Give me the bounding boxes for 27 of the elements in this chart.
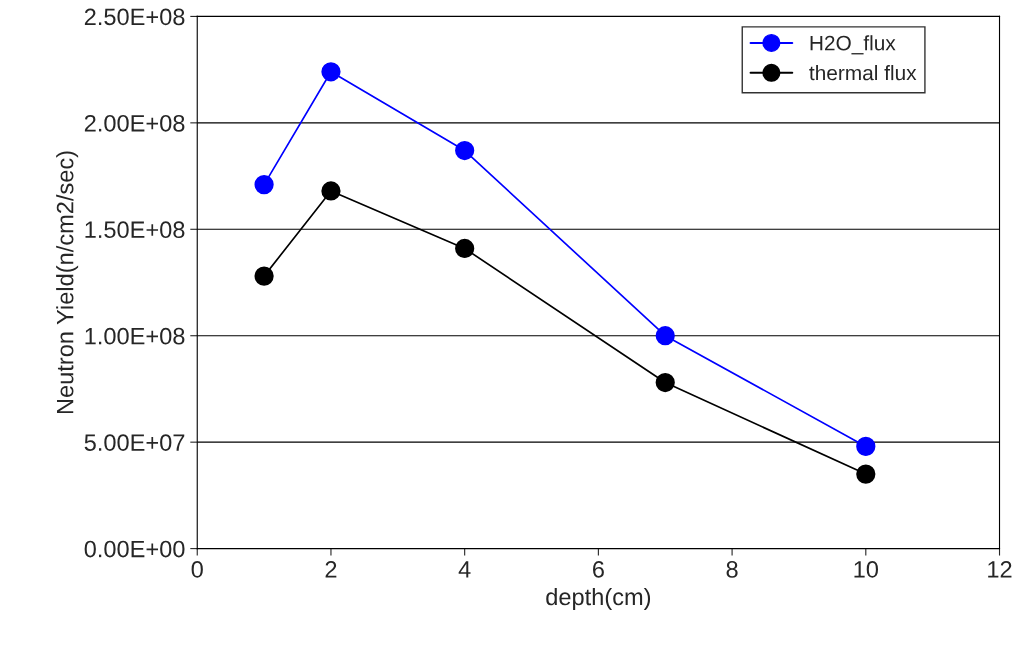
point [655,372,675,393]
point [254,266,274,286]
y-tick-label: 1.00E+08 [85,327,185,345]
x-tick-label: 12 [988,561,1012,578]
x-tick-label: 8 [726,561,738,578]
x-tick-label: 2 [325,561,337,578]
x-axis-title: depth(cm) [546,587,651,610]
point [455,140,475,161]
y-tick-label: 1.50E+08 [85,221,185,239]
y-tick-label: 2.00E+08 [84,114,185,132]
point [321,62,341,82]
point [254,174,274,195]
legend-label: thermal flux [809,65,917,81]
y-tick-label: 5.00E+07 [84,434,185,451]
point [655,326,675,346]
y-tick-label: 0.00E+00 [84,540,185,558]
y-tick-label: 2.50E+08 [84,8,185,26]
point [455,238,475,259]
x-tick-label: 0 [191,561,203,578]
point [321,181,341,201]
x-tick-label: 10 [854,561,879,578]
x-tick-label: 4 [458,561,471,578]
point [856,436,876,457]
x-tick-label: 6 [593,561,604,578]
point [856,464,876,484]
y-axis-title: Neutron Yield(n/cm2/sec) [56,151,79,414]
legend-label: H2O_flux [810,35,896,55]
